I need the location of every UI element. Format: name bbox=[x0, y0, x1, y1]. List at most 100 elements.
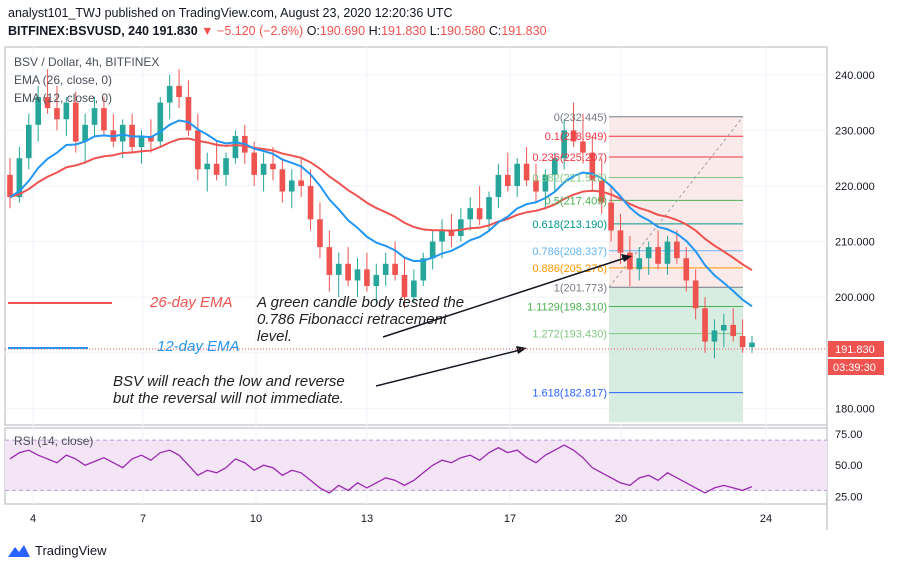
down-arrow-icon: ▼ bbox=[201, 24, 214, 38]
candle-body bbox=[617, 230, 624, 253]
candle-body bbox=[63, 102, 70, 120]
candle-body bbox=[458, 219, 464, 236]
candle-body bbox=[176, 85, 182, 98]
low-label: L: bbox=[429, 24, 441, 38]
price-tick-label: 180.000 bbox=[835, 403, 875, 415]
candle-body bbox=[213, 163, 220, 175]
fib-level-label: 1.1129(198.310) bbox=[527, 302, 607, 314]
time-tick-label: 10 bbox=[250, 513, 262, 525]
countdown-value: 03:39:30 bbox=[833, 362, 876, 374]
ema12-line bbox=[9, 119, 753, 308]
countdown-tag bbox=[828, 359, 884, 375]
rsi-legend: RSI (14, close) bbox=[14, 434, 93, 448]
fib-lower-zone bbox=[609, 287, 743, 423]
candle-body bbox=[730, 324, 737, 337]
candle-body bbox=[392, 263, 398, 275]
candles bbox=[7, 69, 755, 359]
candle-body bbox=[354, 269, 361, 281]
candle-body bbox=[411, 280, 417, 298]
candle-body bbox=[608, 202, 614, 231]
fib-level-label: 0.5(217.409) bbox=[545, 195, 607, 207]
candle-body bbox=[251, 152, 258, 175]
open-value: 190.690 bbox=[319, 24, 366, 38]
note1-line2: 0.786 Fibonacci retracement bbox=[257, 311, 448, 328]
candle-body bbox=[561, 130, 567, 159]
candle-body bbox=[119, 124, 126, 142]
fib-level-label: 0.786(208.337) bbox=[532, 246, 607, 258]
candle-body bbox=[195, 130, 201, 170]
high-value: 191.830 bbox=[381, 24, 427, 38]
fib-level-label: 1(201.773) bbox=[554, 282, 607, 294]
price-tick-label: 220.000 bbox=[835, 181, 875, 193]
candle-body bbox=[495, 174, 502, 198]
candle-body bbox=[166, 85, 173, 103]
time-tick-label: 7 bbox=[140, 513, 146, 525]
candle-body bbox=[223, 158, 229, 175]
tradingview-logo-text: TradingView bbox=[35, 543, 107, 558]
candle-body bbox=[467, 208, 474, 220]
fib-level-label: 0.886(205.276) bbox=[532, 263, 607, 275]
candle-body bbox=[692, 280, 699, 309]
candle-body bbox=[54, 108, 60, 120]
candle-body bbox=[345, 263, 351, 281]
candle-body bbox=[683, 258, 690, 281]
fib-level-labels: 0(232.445) 0.1(228.949) 0.236(225.207) 0.38… bbox=[527, 112, 607, 400]
candle-body bbox=[335, 263, 342, 275]
candle-body bbox=[551, 158, 558, 175]
candle-body bbox=[645, 247, 652, 259]
candle-body bbox=[570, 130, 577, 142]
candle-body bbox=[664, 241, 671, 264]
candle-body bbox=[91, 108, 98, 125]
ema12-legend: EMA (12, close, 0) bbox=[14, 91, 112, 105]
ema12-label: 12-day EMA bbox=[157, 338, 240, 355]
candle-body bbox=[429, 241, 436, 259]
candle-body bbox=[514, 163, 521, 186]
price-tick-label: 200.000 bbox=[835, 292, 875, 304]
candle-body bbox=[148, 135, 154, 142]
candle-body bbox=[279, 169, 286, 192]
candle-body bbox=[749, 342, 755, 348]
chart-title: BSV / Dollar, 4h, BITFINEX bbox=[14, 55, 159, 69]
candle-body bbox=[72, 102, 79, 142]
low-value: 190.580 bbox=[440, 24, 486, 38]
symbol-info: BITFINEX:BSVUSD, 240 191.830 ▼ −5.120 (−… bbox=[8, 24, 547, 38]
candle-body bbox=[82, 124, 88, 142]
ema26-legend: EMA (26, close, 0) bbox=[14, 73, 112, 87]
price-tag-value: 191.830 bbox=[835, 344, 875, 356]
candle-body bbox=[542, 174, 549, 192]
candle-body bbox=[25, 124, 32, 159]
note1-arrow bbox=[382, 257, 626, 338]
note1-arrowhead bbox=[621, 254, 632, 262]
candle-body bbox=[448, 230, 455, 236]
candle-body bbox=[504, 174, 511, 186]
fib-level-label: 1.618(182.817) bbox=[532, 388, 607, 400]
ema26-line bbox=[9, 137, 753, 272]
candle-body bbox=[674, 241, 680, 259]
candle-body bbox=[260, 163, 267, 175]
candle-body bbox=[326, 247, 333, 275]
open-label: O: bbox=[306, 24, 320, 38]
candle-body bbox=[401, 274, 408, 298]
rsi-band-fill bbox=[5, 440, 827, 491]
tradingview-logo[interactable]: TradingView bbox=[8, 543, 107, 558]
candle-body bbox=[711, 330, 718, 342]
last-price: 191.830 bbox=[152, 24, 198, 38]
candle-body bbox=[16, 158, 23, 198]
rsi-line bbox=[9, 444, 753, 494]
rsi-tick-label: 25.00 bbox=[835, 492, 863, 504]
note2-line2: but the reversal will not immediate. bbox=[113, 390, 344, 407]
note2-arrowhead bbox=[516, 346, 527, 354]
time-tick-label: 4 bbox=[30, 513, 36, 525]
candle-body bbox=[288, 180, 295, 192]
fib-level-label: 0(232.445) bbox=[554, 112, 607, 124]
fib-level-label: 0.1(228.949) bbox=[545, 131, 607, 143]
candle-body bbox=[44, 97, 51, 109]
candle-body bbox=[298, 180, 304, 186]
candle-body bbox=[523, 163, 530, 181]
rsi-tick-label: 50.00 bbox=[835, 460, 863, 472]
price-tag bbox=[828, 341, 884, 357]
time-tick-label: 20 bbox=[615, 513, 627, 525]
rsi-band bbox=[5, 439, 827, 491]
note2-line1: BSV will reach the low and reverse bbox=[113, 373, 345, 390]
